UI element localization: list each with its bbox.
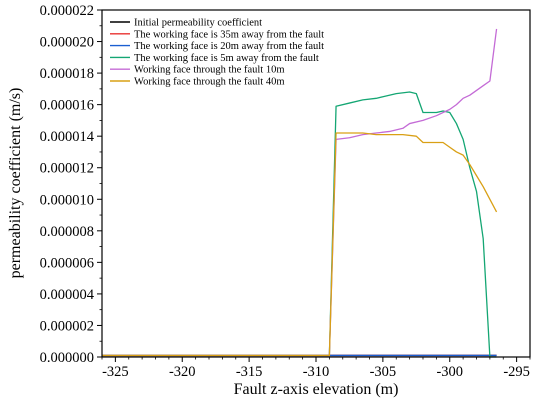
x-tick-label: -310 (303, 364, 330, 380)
legend-label: Working face through the fault 40m (134, 77, 285, 88)
y-tick-label: 0.000018 (40, 66, 94, 82)
x-axis-ticks: -325 -320 -315 -310 -305 -300 -295 (101, 357, 531, 380)
x-tick-label: -315 (236, 364, 263, 380)
legend-label: The working face is 20m away from the fa… (134, 41, 324, 52)
x-tick-label: -305 (370, 364, 397, 380)
x-tick-label: -325 (102, 364, 129, 380)
x-tick-label: -295 (503, 364, 530, 380)
x-tick-label: -300 (436, 364, 463, 380)
y-tick-label: 0.000012 (40, 161, 94, 177)
plot-lines (102, 28, 498, 358)
y-tick-label: 0.000004 (40, 287, 95, 303)
legend-label: The working face is 35m away from the fa… (134, 29, 324, 40)
x-tick-label: -320 (169, 364, 196, 380)
series-line-the-working-face-is-5m-away-from-the-fault (102, 91, 497, 358)
y-tick-label: 0.000010 (40, 192, 94, 208)
x-axis-title: Fault z-axis elevation (m) (234, 381, 399, 398)
y-tick-label: 0.000016 (40, 98, 94, 114)
y-tick-label: 0.000002 (40, 318, 94, 334)
y-axis-ticks: 0.000000 0.000002 0.000004 0.000006 0.000008… (40, 3, 102, 366)
y-tick-label: 0.000014 (40, 129, 95, 145)
y-axis-title: permeability coefficient (m/s) (7, 88, 24, 279)
y-tick-label: 0.000020 (40, 35, 94, 51)
y-tick-label: 0.000006 (40, 255, 94, 271)
y-tick-label: 0.000022 (40, 3, 94, 19)
legend-label: Working face through the fault 10m (134, 65, 285, 76)
legend-label: Initial permeability coefficient (134, 18, 262, 29)
series-line-working-face-through-the-fault-40m (102, 132, 498, 357)
legend-label: The working face is 5m away from the fau… (134, 53, 319, 64)
series-line-working-face-through-the-fault-10m (102, 28, 498, 357)
y-tick-label: 0.000008 (40, 224, 94, 240)
y-tick-label: 0.000000 (40, 350, 94, 366)
